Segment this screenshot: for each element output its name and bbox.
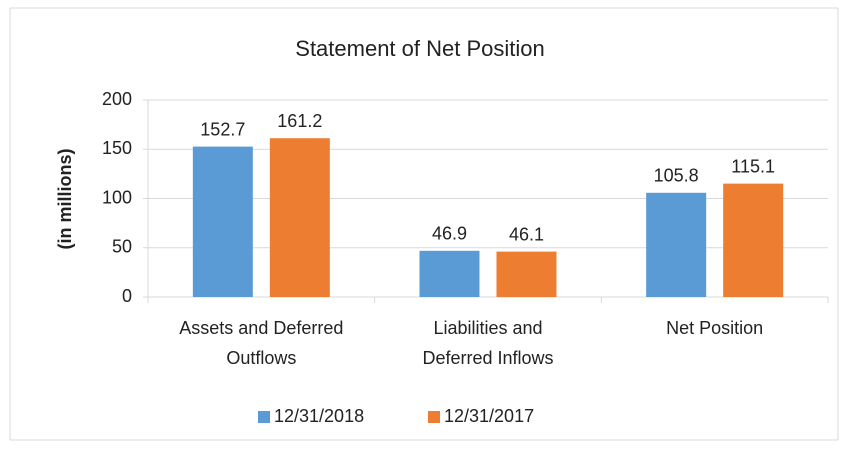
data-label: 105.8 [654,166,699,186]
data-label: 46.9 [432,224,467,244]
data-label: 115.1 [731,156,775,176]
bar [192,146,253,297]
x-tick-label: Net Position [666,318,763,338]
y-tick-label: 50 [112,237,132,257]
y-tick-label: 0 [122,286,132,306]
legend-label: 12/31/2017 [444,406,534,426]
bar [646,192,707,297]
bar [496,251,557,297]
legend-label: 12/31/2018 [274,406,364,426]
chart-title: Statement of Net Position [295,36,544,61]
legend-swatch [428,411,440,423]
x-tick-label: Assets and Deferred Outflows [179,318,343,368]
y-tick-label: 150 [102,138,132,158]
chart-border [9,7,839,441]
y-tick-label: 100 [102,187,132,207]
legend-swatch [258,411,270,423]
bar [723,183,784,297]
bar [419,250,480,297]
data-label: 46.1 [509,224,544,244]
y-tick-label: 200 [102,89,132,109]
data-label: 152.7 [200,119,245,139]
y-axis-label: (in millions) [55,148,75,249]
data-label: 161.2 [277,111,322,131]
x-tick-label: Liabilities and Deferred Inflows [422,318,553,368]
bar [269,138,330,297]
